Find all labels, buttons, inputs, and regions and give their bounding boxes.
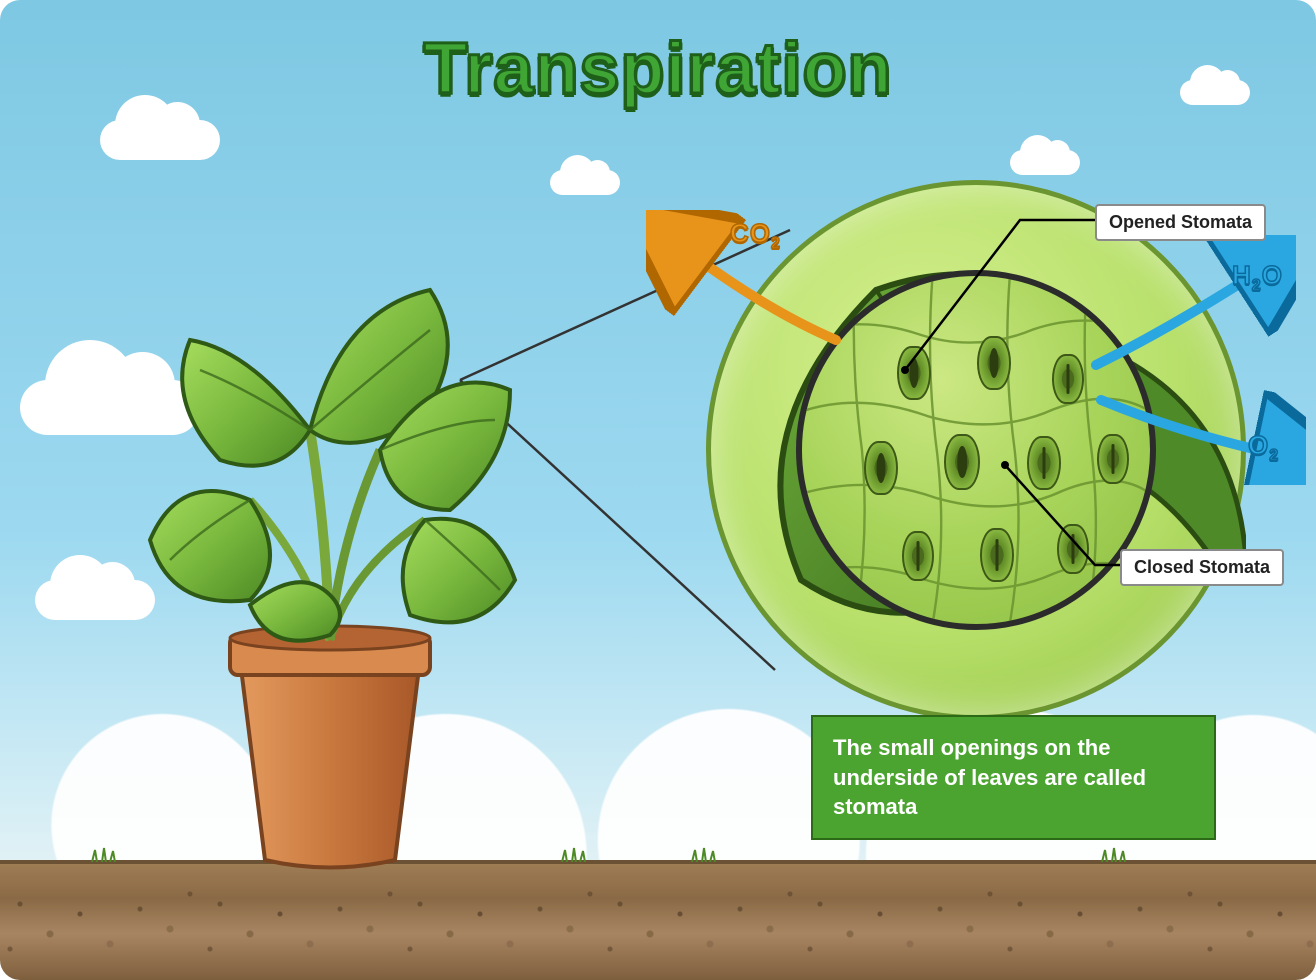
cloud: [550, 170, 620, 195]
cloud: [1180, 80, 1250, 105]
cloud: [100, 120, 220, 160]
stomata-closed-icon: [1027, 436, 1061, 490]
o2-label: O2: [1248, 430, 1279, 465]
stomata-closed-icon: [980, 528, 1014, 582]
potted-plant: [130, 220, 530, 870]
stomata-closed-icon: [1097, 434, 1129, 484]
cloud: [1010, 150, 1080, 175]
co2-label: CO2: [730, 218, 781, 253]
stomata-open-icon: [897, 346, 931, 400]
magnifier-lens: [796, 270, 1156, 630]
magnified-stomata-view: [706, 180, 1246, 720]
page-title: Transpiration: [423, 28, 892, 110]
stomata-open-icon: [864, 441, 898, 495]
closed-stomata-label: Closed Stomata: [1120, 549, 1284, 586]
stomata-open-icon: [944, 434, 980, 490]
ground: [0, 860, 1316, 980]
stomata-open-icon: [977, 336, 1011, 390]
opened-stomata-label: Opened Stomata: [1095, 204, 1266, 241]
h2o-label: H2O: [1232, 260, 1283, 295]
stomata-closed-icon: [1057, 524, 1089, 574]
stomata-closed-icon: [902, 531, 934, 581]
stomata-closed-icon: [1052, 354, 1084, 404]
infographic-canvas: Transpiration: [0, 0, 1316, 980]
caption-box: The small openings on the underside of l…: [811, 715, 1216, 840]
